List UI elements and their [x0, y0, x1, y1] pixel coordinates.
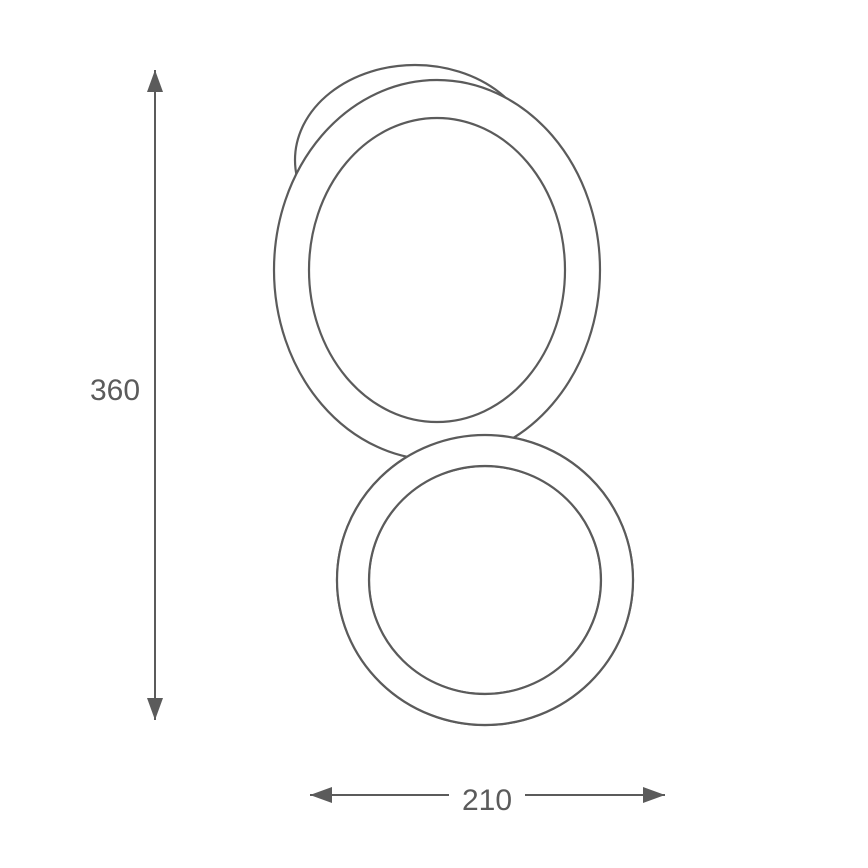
width-dimension: 210 [310, 784, 665, 817]
height-dimension: 360 [90, 70, 163, 720]
width-label: 210 [462, 784, 512, 817]
diagram-container: 360 210 [0, 0, 868, 868]
height-label: 360 [90, 374, 140, 407]
ring-large [274, 80, 600, 460]
technical-drawing-svg: 360 210 [0, 0, 868, 868]
